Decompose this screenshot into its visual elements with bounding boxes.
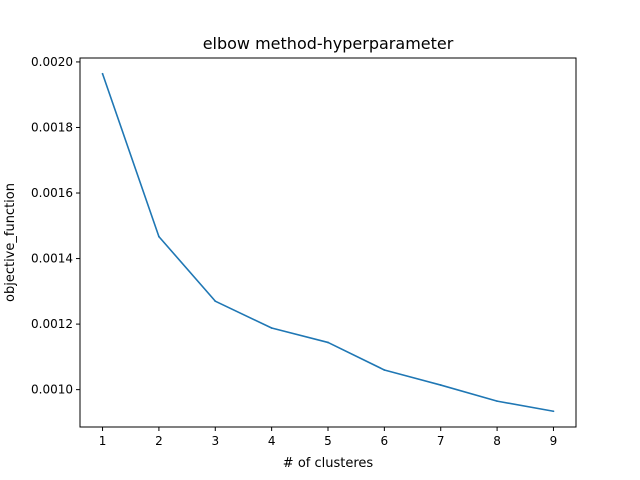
data-point [439, 384, 442, 386]
x-axis-ticks: 1 2 3 4 5 6 7 8 9 [99, 427, 558, 448]
series-layer [101, 72, 555, 413]
x-tick-label: 9 [550, 434, 558, 448]
x-tick-label: 2 [155, 434, 163, 448]
data-point [327, 341, 329, 344]
y-tick-label: 0.0016 [31, 186, 73, 200]
y-tick-label: 0.0018 [31, 120, 73, 134]
plot-frame [79, 57, 577, 428]
data-point [214, 300, 217, 303]
data-point [158, 235, 160, 238]
x-tick-label: 4 [268, 434, 276, 448]
x-tick-label: 7 [437, 434, 445, 448]
y-tick-label: 0.0014 [31, 252, 73, 266]
data-point [270, 327, 273, 329]
x-tick-label: 5 [324, 434, 332, 448]
x-tick-label: 8 [493, 434, 501, 448]
y-tick-label: 0.0010 [31, 383, 73, 397]
y-tick-label: 0.0012 [31, 317, 73, 331]
data-point [383, 369, 386, 371]
data-point [552, 410, 555, 413]
chart-title: elbow method-hyperparameter [203, 34, 454, 53]
data-point [496, 400, 498, 403]
x-tick-label: 1 [99, 434, 107, 448]
data-point [101, 72, 104, 75]
y-axis-ticks: 0.0010 0.0012 0.0014 0.0016 0.0018 0.0020 [31, 55, 80, 397]
x-tick-label: 3 [211, 434, 219, 448]
x-axis-label: # of clusteres [283, 456, 374, 471]
x-tick-label: 6 [381, 434, 389, 448]
y-tick-label: 0.0020 [31, 55, 73, 69]
y-axis-label: objective_function [3, 183, 18, 302]
